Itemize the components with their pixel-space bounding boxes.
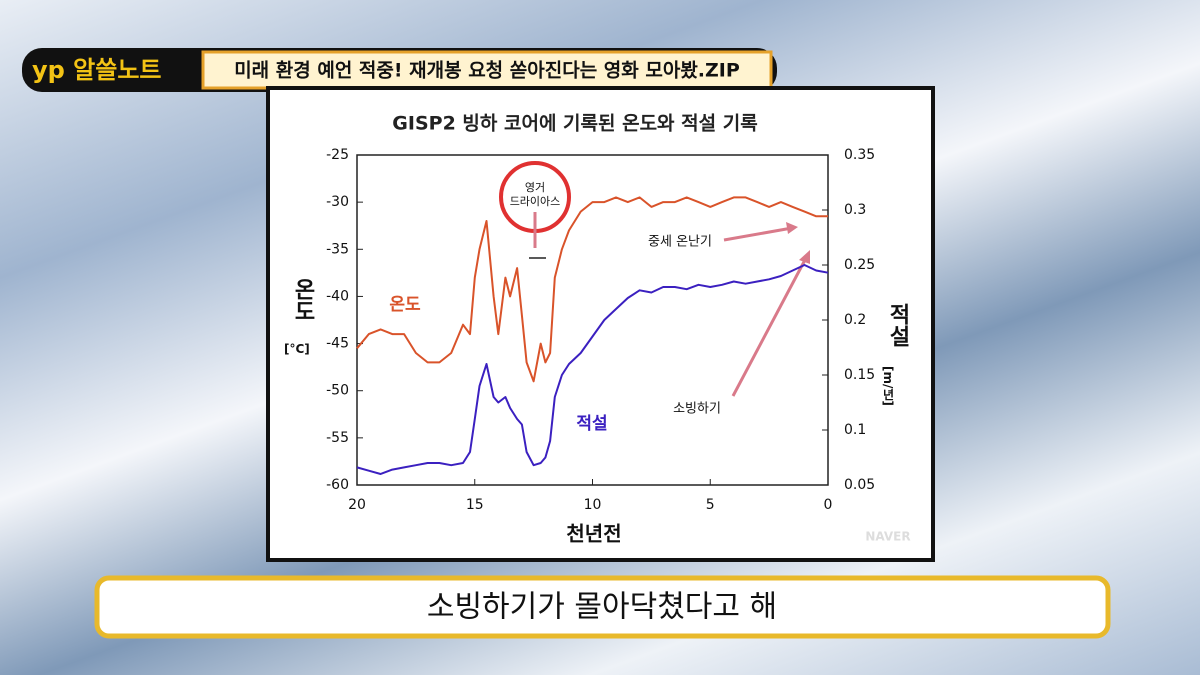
y-tick-label: -50	[326, 383, 349, 399]
arrowhead	[786, 222, 798, 234]
x-tick-label: 10	[584, 497, 602, 513]
y2-tick-label: 0.25	[844, 257, 875, 273]
y2-tick-label: 0.1	[844, 422, 866, 438]
y-tick-label: -55	[326, 430, 349, 446]
y-tick-label: -40	[326, 288, 349, 304]
y2-tick-label: 0.2	[844, 312, 866, 328]
y-axis-label: 온도	[290, 278, 315, 322]
chart-card	[266, 86, 935, 562]
y2-tick-label: 0.15	[844, 367, 875, 383]
y-tick-label: -45	[326, 336, 349, 352]
x-tick-label: 15	[466, 497, 484, 513]
annotation: 영거	[525, 181, 545, 194]
y2-axis-unit: [m/년]	[881, 366, 895, 406]
arrow	[723, 226, 793, 242]
arrowhead	[799, 250, 810, 264]
legend-label: 온도	[389, 295, 421, 315]
y-tick-label: -30	[326, 194, 349, 210]
x-axis-label: 천년전	[566, 522, 621, 546]
annotation: 중세 온난기	[648, 235, 712, 250]
legend-label: 적설	[576, 414, 607, 434]
arrow	[731, 257, 808, 397]
header-title: 미래 환경 예언 적중! 재개봉 요청 쏟아진다는 영화 모아봤.ZIP	[234, 60, 740, 82]
x-tick-label: 0	[824, 497, 833, 513]
y2-tick-label: 0.3	[844, 202, 866, 218]
annotation: 소빙하기	[673, 402, 721, 417]
header-title-box	[201, 50, 773, 90]
y2-tick-label: 0.35	[844, 147, 875, 163]
y2-axis-label: 적설	[885, 303, 910, 347]
chart-title: GISP2 빙하 코어에 기록된 온도와 적설 기록	[392, 113, 757, 135]
x-tick-label: 20	[348, 497, 366, 513]
y-tick-label: -60	[326, 477, 349, 493]
y2-tick-label: 0.05	[844, 477, 875, 493]
annotation: 드라이아스	[510, 195, 561, 208]
subtitle: 소빙하기가 몰아닥쳤다고 해	[427, 590, 777, 625]
y-tick-label: -35	[326, 241, 349, 257]
x-tick-label: 5	[706, 497, 715, 513]
series-line	[356, 196, 828, 383]
subtitle-box	[94, 575, 1111, 639]
y-axis-unit: [°C]	[284, 342, 310, 356]
series-line	[356, 264, 829, 475]
logo: yp 알쓸노트	[32, 56, 162, 84]
watermark: NAVER	[865, 530, 910, 544]
y-tick-label: -25	[326, 147, 349, 163]
